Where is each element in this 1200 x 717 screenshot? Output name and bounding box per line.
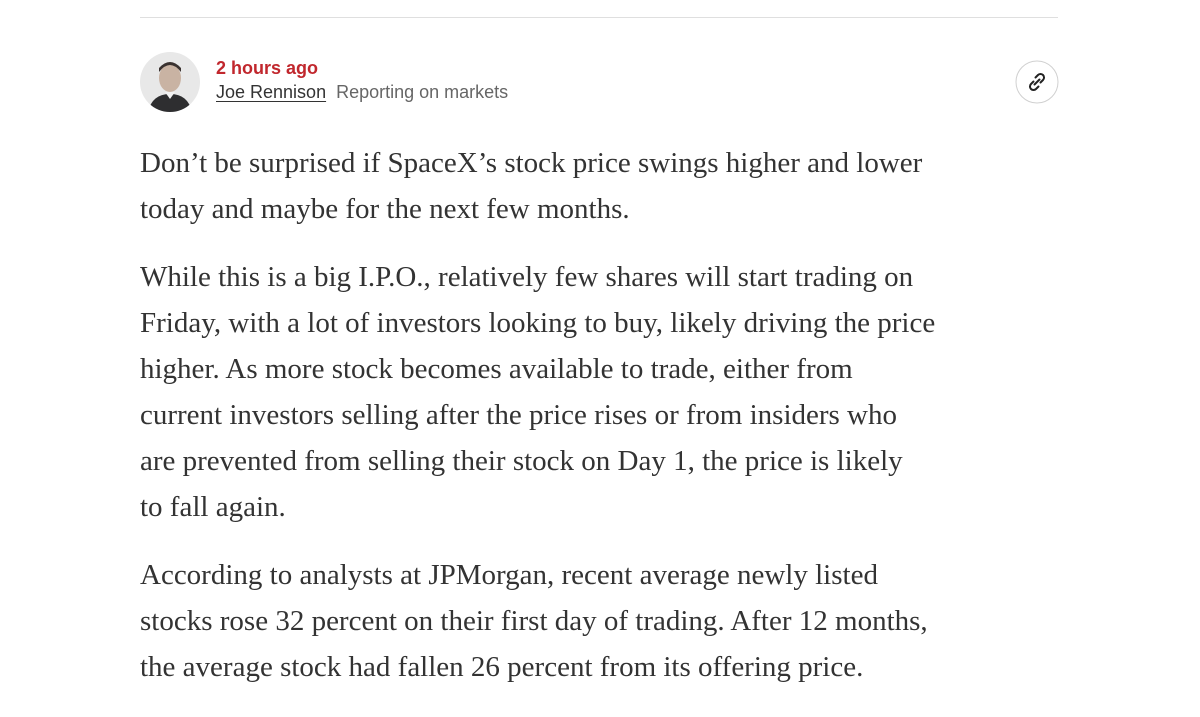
paragraph: According to analysts at JPMorgan, recen…	[140, 552, 935, 690]
paragraph-line: higher. As more stock becomes available …	[140, 353, 853, 385]
paragraph-line: to fall again.	[140, 491, 286, 523]
divider	[140, 17, 1058, 18]
copy-link-button[interactable]	[1015, 60, 1059, 104]
paragraph-line: today and maybe for the next few months.	[140, 193, 630, 225]
paragraph-line: stocks rose 32 percent on their first da…	[140, 605, 928, 637]
article-body: Don’t be surprised if SpaceX’s stock pri…	[140, 140, 935, 712]
paragraph-line: current investors selling after the pric…	[140, 399, 898, 431]
paragraph: Don’t be surprised if SpaceX’s stock pri…	[140, 140, 935, 232]
meta: 2 hours ago Joe Rennison Reporting on mar…	[216, 57, 508, 104]
paragraph-line: Friday, with a lot of investors looking …	[140, 307, 936, 339]
paragraph-line: the average stock had fallen 26 percent …	[140, 651, 864, 683]
beat: Reporting on markets	[336, 82, 509, 102]
paragraph-line: are prevented from selling their stock o…	[140, 445, 903, 477]
author-link[interactable]: Joe Rennison	[216, 82, 327, 102]
timestamp: 2 hours ago	[216, 58, 319, 78]
paragraph: While this is a big I.P.O., relatively f…	[140, 254, 935, 530]
paragraph-line: Don’t be surprised if SpaceX’s stock pri…	[140, 147, 923, 179]
paragraph-line: According to analysts at JPMorgan, recen…	[140, 559, 878, 591]
byline: Joe Rennison Reporting on markets	[216, 80, 508, 104]
author-avatar[interactable]	[140, 52, 200, 112]
paragraph-line: While this is a big I.P.O., relatively f…	[140, 261, 914, 293]
